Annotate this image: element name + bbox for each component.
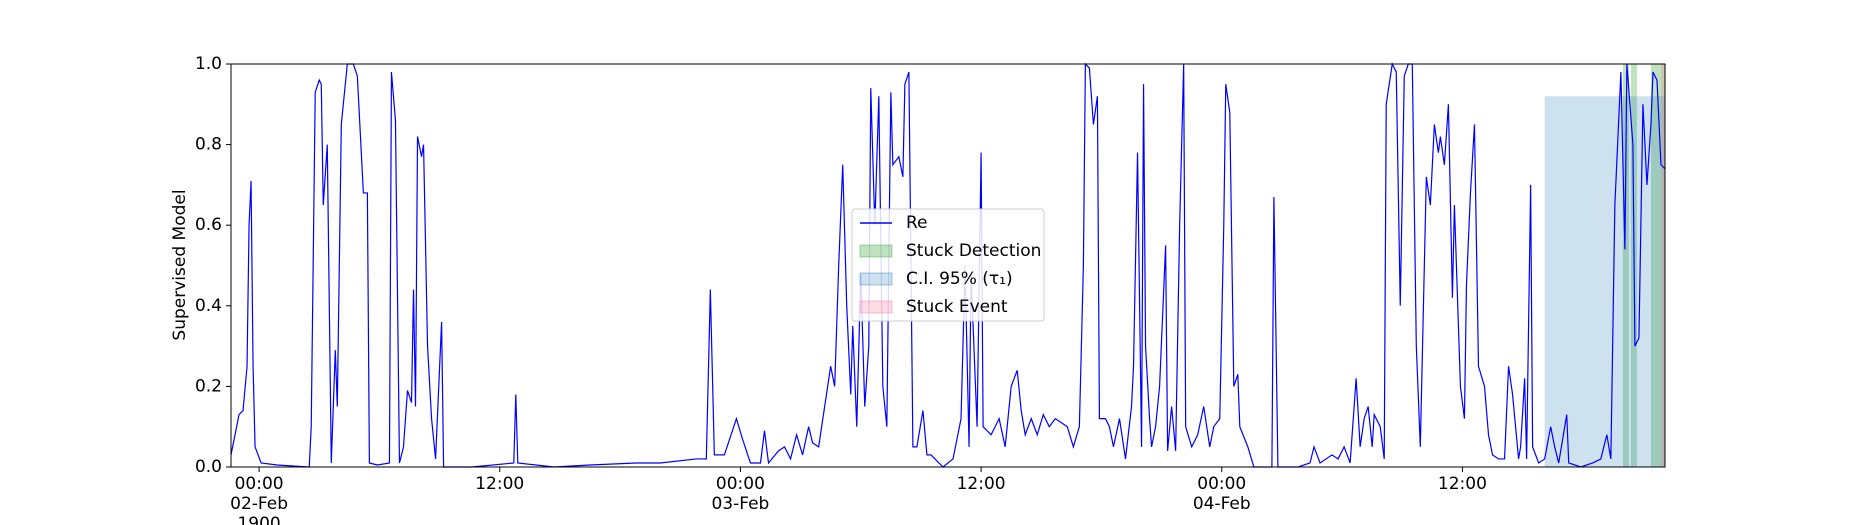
- span: [1660, 64, 1665, 467]
- legend: Re Stuck Detection C.I. 95% (τ₁) Stuck Even…: [851, 208, 1045, 322]
- legend-label: Stuck Event: [906, 297, 1008, 317]
- y-tick-label: 1.0: [195, 54, 222, 74]
- legend-patch: [859, 244, 893, 258]
- x-tick-label: 00:00 03-Feb: [711, 474, 770, 514]
- y-tick-label: 0.0: [195, 457, 222, 477]
- y-tick-label: 0.8: [195, 135, 222, 155]
- x-tick-label: 12:00: [475, 474, 525, 494]
- x-tick-label: 12:00: [956, 474, 1006, 494]
- data-line: [230, 62, 1666, 468]
- legend-label: Stuck Detection: [906, 241, 1041, 261]
- y-tick-label: 0.4: [195, 296, 222, 316]
- y-axis-label: Supervised Model: [170, 189, 190, 340]
- y-tick-label: 0.2: [195, 376, 222, 396]
- y-tick-label: 0.6: [195, 215, 222, 235]
- x-tick-label: 00:00 02-Feb 1900: [230, 474, 289, 525]
- x-tick-label: 12:00: [1437, 474, 1487, 494]
- span: [1622, 64, 1629, 467]
- axes-frame: [230, 63, 1666, 468]
- legend-box: [851, 208, 1045, 322]
- span: [1544, 96, 1665, 468]
- legend-patch: [859, 272, 893, 286]
- legend-patch: [859, 300, 893, 314]
- legend-label: C.I. 95% (τ₁): [906, 269, 1013, 289]
- x-tick-label: 00:00 04-Feb: [1192, 474, 1251, 514]
- legend-label: Re: [906, 213, 928, 233]
